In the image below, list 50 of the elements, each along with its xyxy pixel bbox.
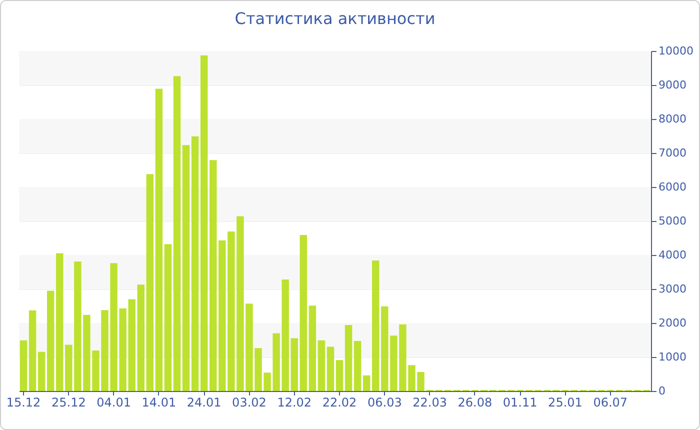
bar bbox=[326, 346, 334, 391]
y-tick-label: 9000 bbox=[658, 78, 686, 92]
bar bbox=[318, 340, 326, 391]
bar bbox=[28, 310, 36, 391]
x-tick-label: 04.01 bbox=[96, 396, 131, 410]
bar bbox=[56, 253, 64, 391]
y-tick-label: 2000 bbox=[658, 316, 686, 330]
y-tick-label: 6000 bbox=[658, 180, 686, 194]
x-tick-label: 22.02 bbox=[322, 396, 357, 410]
bar bbox=[372, 260, 380, 391]
bar bbox=[173, 76, 181, 391]
bar bbox=[290, 338, 298, 391]
bar bbox=[38, 352, 46, 391]
x-tick-label: 24.01 bbox=[186, 396, 222, 410]
bar bbox=[191, 136, 199, 391]
x-tick-label: 25.12 bbox=[51, 396, 86, 410]
x-tick-label: 03.02 bbox=[232, 396, 266, 410]
x-tick-label: 22.03 bbox=[412, 396, 447, 410]
y-tick-label: 4000 bbox=[658, 248, 686, 262]
x-tick-label: 26.08 bbox=[458, 396, 492, 410]
bar bbox=[210, 160, 217, 391]
bar bbox=[146, 174, 154, 391]
y-tick-label: 3000 bbox=[658, 282, 686, 296]
bar bbox=[155, 88, 163, 391]
bar bbox=[362, 375, 370, 391]
bar bbox=[137, 284, 144, 391]
bar bbox=[344, 325, 352, 391]
x-tick-label: 15.12 bbox=[6, 396, 41, 410]
bar bbox=[308, 306, 316, 391]
x-tick-label: 01.11 bbox=[502, 396, 538, 410]
y-tick-label: 10000 bbox=[658, 44, 694, 58]
y-tick-label: 5000 bbox=[658, 214, 686, 228]
bar bbox=[182, 145, 190, 391]
bar bbox=[200, 55, 208, 391]
x-tick-label: 14.01 bbox=[142, 396, 176, 410]
bar bbox=[336, 360, 344, 391]
y-tick-label: 8000 bbox=[658, 112, 686, 126]
bar bbox=[46, 290, 54, 391]
x-tick-label: 12.02 bbox=[277, 396, 312, 410]
bar bbox=[20, 340, 28, 391]
x-tick-label: 06.07 bbox=[593, 396, 628, 410]
bar bbox=[164, 244, 172, 391]
bar bbox=[354, 341, 362, 391]
y-tick-label: 7000 bbox=[658, 146, 686, 160]
y-tick-label: 1000 bbox=[658, 350, 686, 364]
bar bbox=[300, 234, 308, 391]
chart-title: Статистика активности bbox=[234, 9, 436, 28]
y-tick-label: 0 bbox=[658, 384, 666, 398]
x-tick-label: 25.01 bbox=[548, 396, 582, 410]
x-tick-label: 06.03 bbox=[367, 396, 402, 410]
